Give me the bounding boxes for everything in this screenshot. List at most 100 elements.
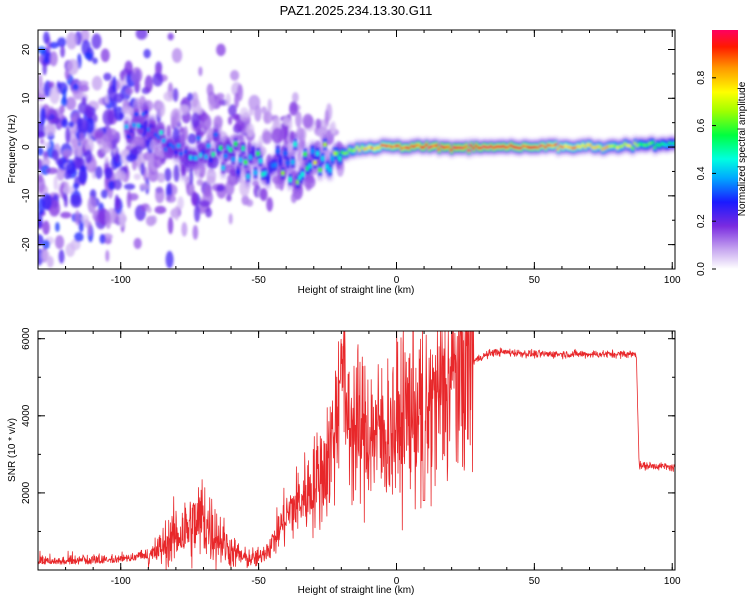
spectrogram-ridge-cell	[395, 144, 399, 148]
spectrogram-ridge-cell	[221, 165, 225, 171]
spectrogram-noise-blob	[234, 92, 240, 109]
spectrogram-ridge-cell	[176, 143, 181, 148]
spectrogram-noise-blob	[225, 93, 231, 107]
spectrogram-ridge-core	[124, 106, 675, 188]
spectrogram-noise-blob	[42, 239, 51, 250]
spectrogram-ridge-cell	[258, 158, 263, 163]
spectrogram-ridge-cell	[370, 146, 374, 150]
spectrogram-noise-blob	[81, 39, 91, 56]
spectrogram-noise-blob	[55, 222, 60, 232]
spectrogram-noise-blob	[208, 93, 216, 112]
spectrogram-ridge-cell	[430, 145, 434, 149]
spectrogram-noise-blob	[133, 237, 142, 250]
spectrogram-ridge-cell	[323, 142, 327, 147]
spectrogram-noise-blob	[295, 111, 302, 128]
spectrogram-ridge-cell	[365, 147, 369, 151]
spectrogram-noise-blob	[166, 124, 172, 137]
snr-y-tick-label: 4000	[21, 404, 32, 427]
spectrogram-ridge-cell	[236, 169, 240, 174]
spectrogram-noise-blob	[63, 181, 70, 189]
spectrogram-ridge-cell	[137, 123, 141, 128]
spectrogram-x-tick-label: 100	[664, 275, 681, 286]
spectrogram-ridge-cell	[616, 146, 620, 150]
spectrogram-ridge-cell	[479, 146, 484, 150]
spectrogram-ridge-cell	[578, 145, 583, 149]
spectrogram-ridge-cell	[219, 145, 223, 151]
spectrogram-ridge-cell	[640, 143, 645, 147]
spectrogram-y-tick-label: 20	[21, 44, 32, 56]
spectrogram-noise-blob	[39, 138, 45, 145]
spectrogram-noise-blob	[38, 233, 44, 246]
spectrogram-ridge-cell	[516, 146, 521, 150]
spectrogram-ridge-cell	[377, 146, 382, 150]
colorbar-tick-label: 0.8	[696, 70, 707, 84]
spectrogram-ridge-cell	[603, 146, 608, 150]
spectrogram-noise-blob	[72, 83, 79, 91]
spectrogram-noise-blob	[113, 106, 125, 122]
colorbar-gradient	[712, 30, 738, 269]
spectrogram-ridge-cell	[253, 170, 258, 175]
snr-panel: -100 -50 0 50 100 2000 4000 6000 Height of stra…	[7, 327, 681, 596]
spectrogram-noise-blob	[259, 187, 268, 202]
snr-series-line	[38, 331, 675, 570]
spectrogram-noise-blob	[154, 205, 167, 215]
spectrogram-noise-blob	[303, 175, 316, 189]
spectrogram-y-tick-label: -10	[21, 188, 32, 203]
spectrogram-ridge-cell	[199, 153, 203, 158]
spectrogram-ridge-cell	[149, 123, 153, 129]
spectrogram-noise-blob	[124, 60, 133, 76]
spectrogram-ridge-cell	[139, 124, 144, 129]
spectrogram-noise-blob	[263, 111, 273, 124]
spectrogram-ridge-cell	[144, 109, 148, 115]
spectrogram-ridge-cell	[608, 144, 613, 148]
spectrogram-noise-blob	[296, 127, 305, 141]
spectrogram-noise-blob	[65, 96, 77, 111]
spectrogram-noise-blob	[150, 215, 157, 225]
spectrogram-ridge-cell	[390, 145, 394, 149]
spectrogram-ridge-cell	[216, 148, 220, 153]
spectrogram-ridge-cell	[504, 145, 508, 149]
spectrogram-ridge-cell	[621, 144, 625, 148]
spectrogram-ridge-cell	[154, 132, 158, 137]
spectrogram-noise-blob	[72, 183, 79, 190]
spectrogram-noise-blob	[84, 218, 89, 228]
spectrogram-ridge-cell	[152, 124, 156, 129]
snr-x-tick-label: 50	[529, 576, 541, 587]
spectrogram-noise-blob	[65, 162, 77, 175]
spectrogram-noise-blob	[170, 108, 182, 127]
spectrogram-noise-blob	[199, 200, 211, 207]
spectrogram-noise-blob	[56, 37, 67, 48]
spectrogram-noise-blob	[225, 180, 235, 196]
spectrogram-x-tick-label: -50	[251, 275, 266, 286]
spectrogram-noise-blob	[119, 209, 126, 228]
spectrogram-ridge-cell	[601, 147, 605, 151]
snr-y-tick-label: 6000	[21, 327, 32, 350]
spectrogram-noise-blob	[43, 31, 50, 44]
spectrogram-noise-blob	[156, 101, 166, 118]
spectrogram-ridge-cell	[407, 146, 412, 150]
spectrogram-noise-blob	[165, 250, 174, 269]
spectrogram-ridge-cell	[526, 145, 531, 149]
spectrogram-ridge-cell	[564, 144, 568, 148]
spectrogram-ridge-cell	[668, 141, 672, 145]
spectrogram-ridge-cell	[653, 145, 657, 150]
spectrogram-noise-blob	[266, 197, 274, 212]
spectrogram-ridge-cell	[161, 138, 166, 143]
spectrogram-ridge-cell	[422, 145, 426, 149]
spectrogram-ridge-cell	[501, 144, 506, 148]
spectrogram-ridge-cell	[295, 179, 300, 185]
spectrogram-noise-blob	[216, 185, 226, 192]
spectrogram-ridge-cell	[350, 149, 354, 153]
spectrogram-noise-blob	[198, 66, 203, 77]
spectrogram-noise-blob	[128, 193, 139, 201]
spectrogram-ridge-cell	[511, 145, 516, 149]
spectrogram-ridge-cell	[397, 144, 402, 148]
spectrogram-ridge-cell	[554, 143, 558, 147]
spectrogram-noise-blob	[183, 125, 189, 141]
spectrogram-ridge-cell	[214, 132, 218, 137]
spectrogram-y-tick-label: -20	[21, 237, 32, 252]
spectrogram-ridge-cell	[484, 145, 489, 149]
spectrogram-ridge-cell	[457, 146, 461, 150]
spectrogram-ridge-cell	[174, 150, 178, 155]
